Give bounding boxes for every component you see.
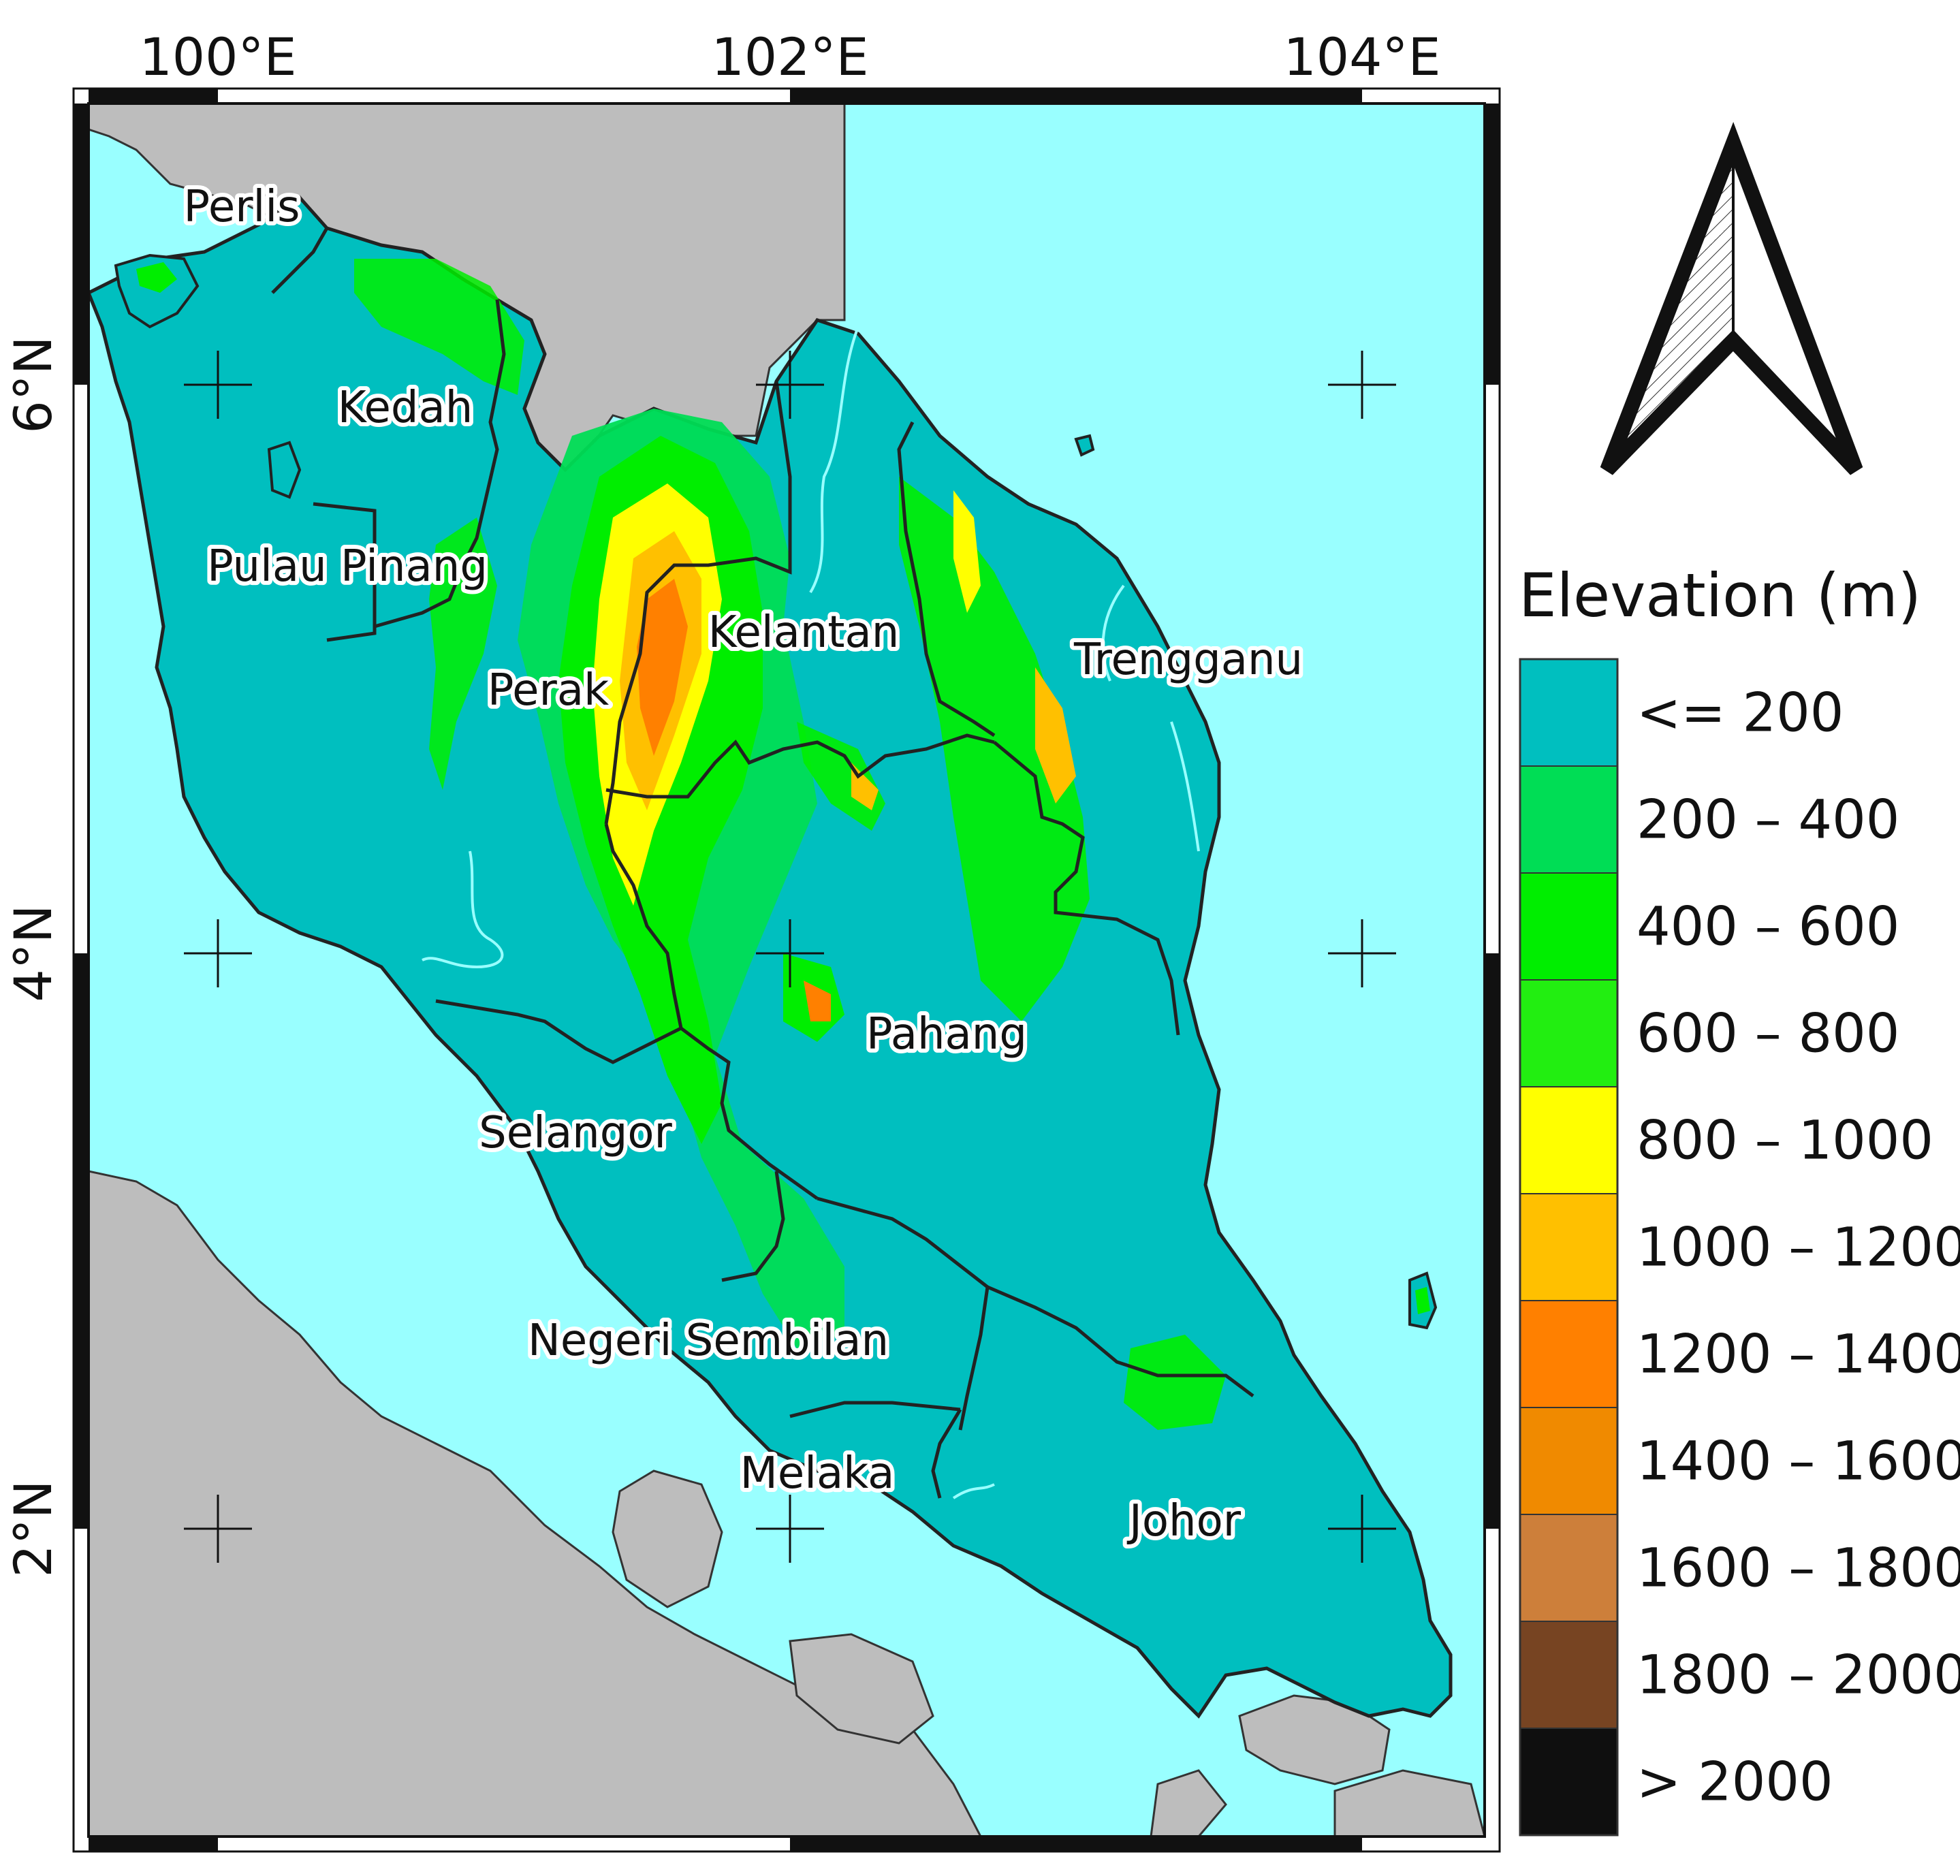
legend-swatch — [1519, 1086, 1618, 1194]
boundary-kelantan-pahang — [605, 733, 995, 799]
legend-swatch — [1519, 979, 1618, 1087]
legend-label: 1000 – 1200 — [1637, 1218, 1960, 1279]
riau-island — [1150, 1769, 1227, 1837]
legend-label: 1800 – 2000 — [1637, 1645, 1960, 1706]
state-label-melaka: Melaka — [740, 1448, 895, 1499]
legend-label: 200 – 400 — [1637, 790, 1899, 851]
boundary-pahang-johor — [987, 1285, 1254, 1397]
legend-swatch — [1519, 658, 1618, 767]
boundary-ns-melaka — [789, 1401, 961, 1418]
state-label-selangor: Selangor — [479, 1108, 672, 1158]
legend-label: 1600 – 1800 — [1637, 1538, 1960, 1600]
state-label-pulau-pinang: Pulau Pinang — [207, 541, 488, 592]
legend-swatch — [1519, 872, 1618, 981]
map-frame — [72, 87, 1501, 1853]
state-boundaries — [271, 227, 1254, 1499]
x-tick-label: 100°E — [139, 27, 296, 87]
singapore-riau-land — [1238, 1694, 1391, 1785]
legend-swatch — [1519, 1514, 1618, 1622]
state-label-negeri-sembilan: Negeri Sembilan — [528, 1316, 889, 1366]
legend-label: > 2000 — [1637, 1752, 1833, 1813]
penang-island — [267, 441, 302, 499]
state-label-pahang: Pahang — [866, 1009, 1027, 1060]
legend-swatch — [1519, 1621, 1618, 1729]
legend-label: 600 – 800 — [1637, 1004, 1899, 1065]
boundary-penang — [313, 502, 377, 642]
boundary-kelantan-trengganu — [897, 421, 996, 737]
state-label-perlis: Perlis — [184, 182, 300, 232]
state-label-johor: Johor — [1126, 1496, 1242, 1546]
y-tick-label: 6°N — [3, 336, 63, 433]
state-label-perak: Perak — [488, 665, 609, 716]
rivers — [422, 326, 1200, 1499]
state-label-kedah: Kedah — [338, 383, 473, 433]
elevation-highlands — [354, 259, 1226, 1430]
boundary-selangor-ns — [721, 1171, 785, 1282]
y-tick-label: 4°N — [3, 904, 63, 1002]
riau-island — [789, 1633, 934, 1745]
boundary-perak-kelantan — [604, 381, 792, 825]
north-arrow-icon — [1600, 122, 1863, 475]
boundary-perak-selangor — [435, 999, 682, 1064]
legend-swatch — [1519, 1193, 1618, 1301]
legend-swatch — [1519, 1728, 1618, 1836]
x-tick-label: 102°E — [711, 27, 868, 87]
peninsula-land — [89, 195, 1453, 1719]
riau-island — [1333, 1769, 1485, 1837]
boundary-perlis-kedah — [271, 227, 329, 294]
legend-swatch — [1519, 1300, 1618, 1408]
boundary-trengganu-pahang — [993, 741, 1180, 1036]
sumatra-land — [89, 1170, 982, 1837]
legend-title: Elevation (m) — [1519, 560, 1921, 631]
boundary-kedah-perak — [374, 299, 506, 629]
map-area: 100°E 102°E 104°E 6°N 4°N 2°N Perlis Ked… — [3, 27, 1501, 1853]
state-label-trengganu: Trengganu — [1073, 635, 1303, 685]
y-tick-label: 2°N — [3, 1480, 63, 1577]
x-tick-label: 104°E — [1283, 27, 1440, 87]
legend-label: 800 – 1000 — [1637, 1111, 1933, 1172]
state-label-kelantan: Kelantan — [708, 607, 900, 658]
legend-label: 1200 – 1400 — [1637, 1324, 1960, 1386]
legend-label: <= 200 — [1637, 683, 1844, 744]
legend-label: 1400 – 1600 — [1637, 1431, 1960, 1493]
legend: Elevation (m) <= 200 200 – 400 400 – 600 60… — [1519, 560, 1960, 1837]
legend-label: 400 – 600 — [1637, 897, 1899, 958]
boundary-melaka-johor — [931, 1408, 962, 1499]
riau-island — [612, 1469, 723, 1608]
legend-swatch — [1519, 765, 1618, 874]
perhentian-island — [1074, 434, 1095, 457]
graticule-crosses — [184, 351, 1396, 1563]
legend-swatch — [1519, 1407, 1618, 1515]
